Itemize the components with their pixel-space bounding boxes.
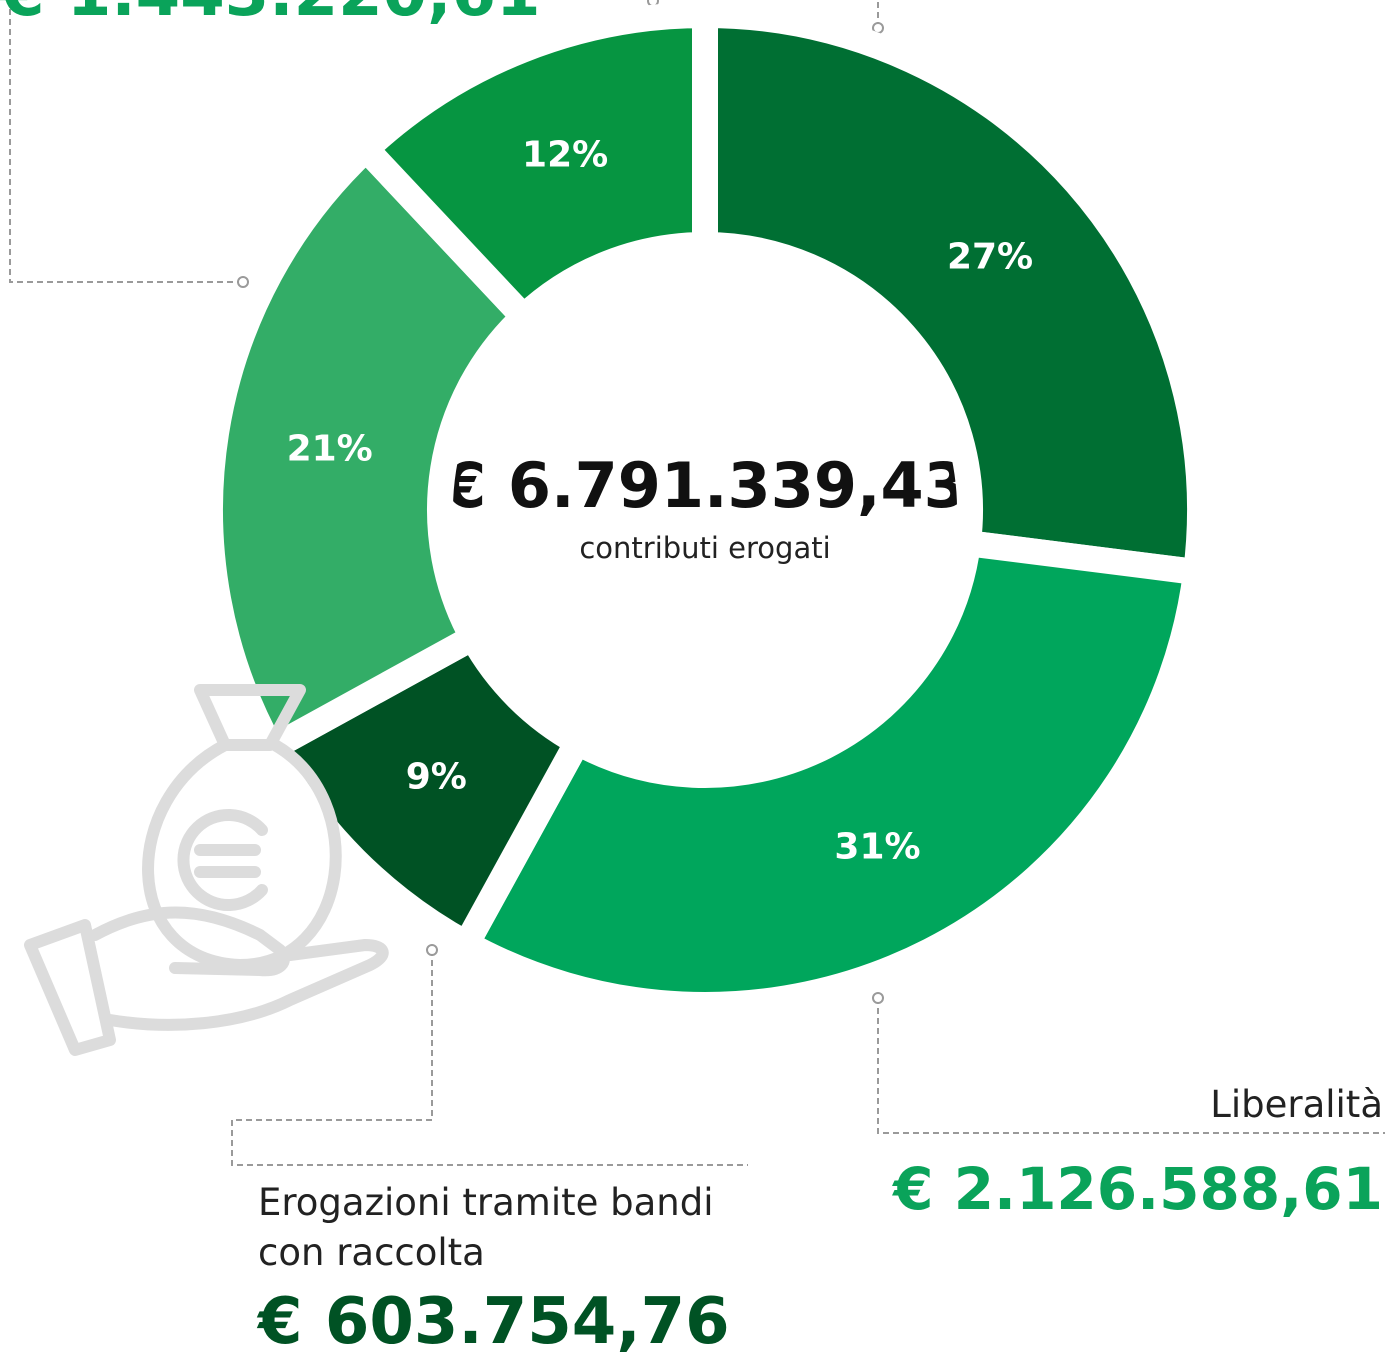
slice	[347, 1, 718, 336]
subtitle: contributi erogati	[579, 531, 830, 565]
total: € 6.791.339,43	[441, 449, 967, 522]
amount-label: € 603.754,76	[258, 1285, 730, 1357]
amount-label: € 1.443.220,61	[0, 0, 541, 26]
category-label: Erogazioni tramite bandi con raccolta	[258, 1181, 714, 1274]
money-icon	[24, 684, 389, 1056]
slice	[692, 1, 1213, 587]
value-label: 9%	[406, 757, 467, 798]
value-label: 12%	[522, 135, 608, 176]
slice	[197, 130, 542, 767]
slice	[448, 528, 1211, 1018]
value-label: 31%	[834, 827, 920, 868]
category-label: Liberalità	[1210, 1083, 1383, 1126]
amount-label: € 2.126.588,61	[893, 1155, 1383, 1223]
value-label: 21%	[287, 429, 373, 470]
value-label: 27%	[947, 237, 1033, 278]
